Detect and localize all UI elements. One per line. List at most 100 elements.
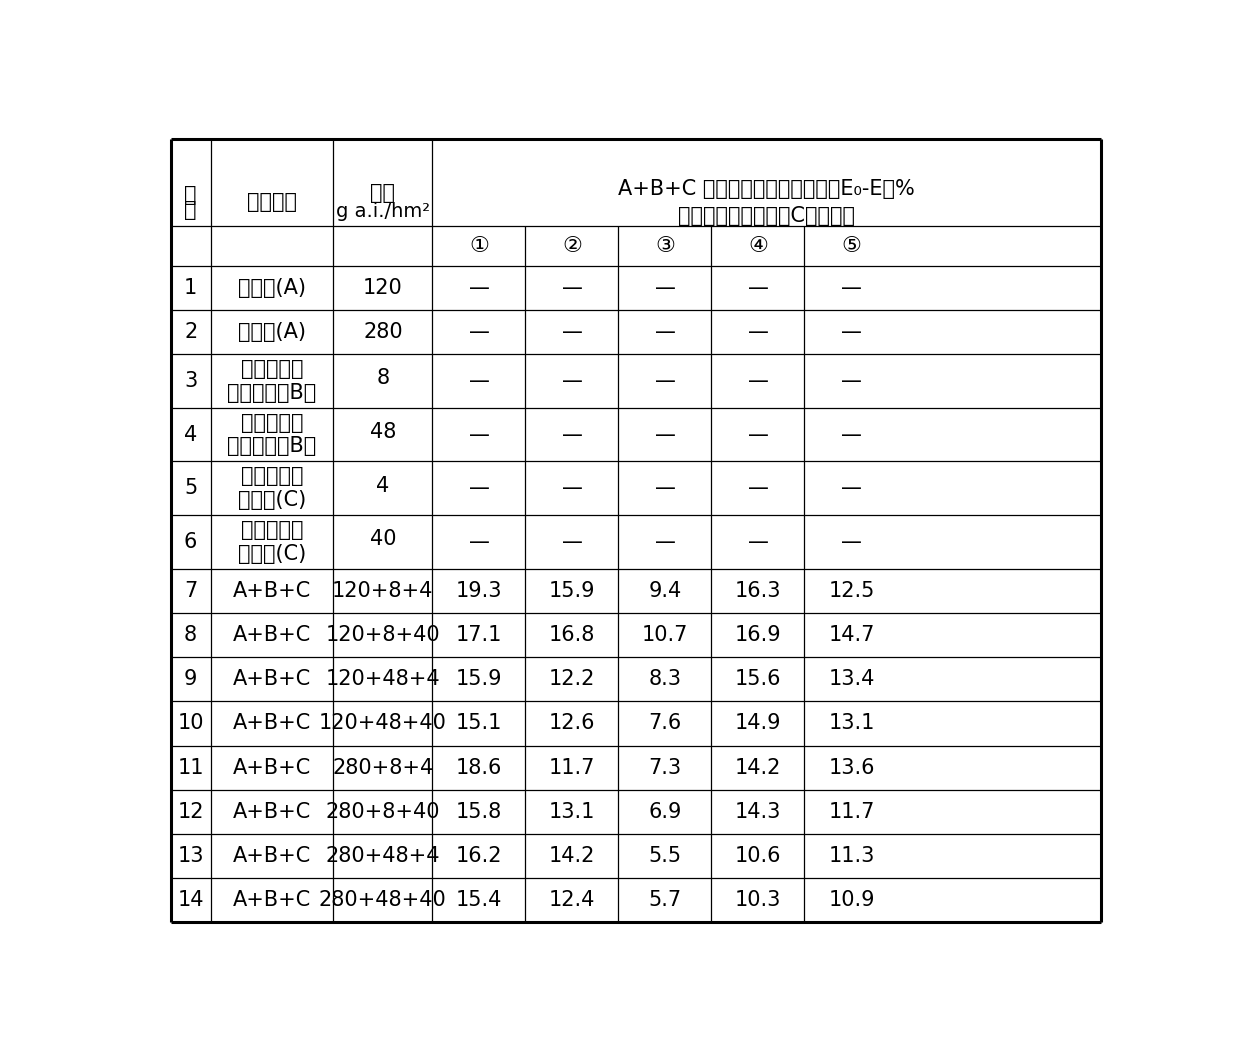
- Text: —: —: [655, 532, 676, 552]
- Text: 1: 1: [184, 278, 197, 298]
- Text: 120+48+40: 120+48+40: [319, 713, 446, 733]
- Text: 10.3: 10.3: [735, 890, 781, 910]
- Text: —: —: [748, 479, 769, 499]
- Text: 120+48+4: 120+48+4: [326, 669, 440, 689]
- Text: 5.5: 5.5: [649, 846, 682, 866]
- Text: 13.6: 13.6: [828, 757, 875, 777]
- Text: 剂量: 剂量: [371, 183, 396, 203]
- Text: 草甘膚(A): 草甘膚(A): [238, 278, 306, 298]
- Text: 14.3: 14.3: [735, 802, 781, 822]
- Text: A+B+C: A+B+C: [233, 757, 311, 777]
- Text: 7.3: 7.3: [649, 757, 682, 777]
- Text: A+B+C: A+B+C: [233, 625, 311, 645]
- Text: A+B+C 混剂处理的存活率差値（E₀-E）%: A+B+C 混剂处理的存活率差値（E₀-E）%: [618, 179, 915, 199]
- Text: —: —: [841, 278, 862, 298]
- Text: 13.1: 13.1: [549, 802, 595, 822]
- Text: 14.9: 14.9: [734, 713, 781, 733]
- Text: 13.4: 13.4: [828, 669, 875, 689]
- Text: —: —: [655, 322, 676, 342]
- Text: 16.9: 16.9: [734, 625, 781, 645]
- Text: g a.i./hm²: g a.i./hm²: [336, 202, 430, 221]
- Text: —: —: [841, 532, 862, 552]
- Text: —: —: [562, 322, 583, 342]
- Text: 12.4: 12.4: [549, 890, 595, 910]
- Text: —: —: [655, 278, 676, 298]
- Text: —: —: [562, 479, 583, 499]
- Text: 17.1: 17.1: [456, 625, 502, 645]
- Text: 16.2: 16.2: [456, 846, 502, 866]
- Text: 6.9: 6.9: [649, 802, 682, 822]
- Text: 10.7: 10.7: [642, 625, 688, 645]
- Text: —: —: [748, 425, 769, 445]
- Text: —: —: [469, 371, 490, 391]
- Text: 280+48+4: 280+48+4: [326, 846, 440, 866]
- Text: ③: ③: [655, 236, 675, 256]
- Text: 11.7: 11.7: [828, 802, 875, 822]
- Text: 120+8+4: 120+8+4: [332, 581, 434, 601]
- Text: —: —: [841, 322, 862, 342]
- Text: —: —: [655, 479, 676, 499]
- Text: 酸异辛酰（B）: 酸异辛酰（B）: [227, 437, 316, 457]
- Text: 10.6: 10.6: [734, 846, 781, 866]
- Text: 16.3: 16.3: [734, 581, 781, 601]
- Text: 16.8: 16.8: [549, 625, 595, 645]
- Text: 280+48+40: 280+48+40: [319, 890, 446, 910]
- Text: 15.9: 15.9: [456, 669, 502, 689]
- Text: —: —: [748, 278, 769, 298]
- Text: 三唢啠酮类: 三唢啠酮类: [241, 520, 304, 540]
- Text: ④: ④: [748, 236, 768, 256]
- Text: —: —: [748, 371, 769, 391]
- Text: 13.1: 13.1: [828, 713, 875, 733]
- Text: 药剂名称: 药剂名称: [247, 193, 298, 213]
- Text: 18.6: 18.6: [456, 757, 502, 777]
- Text: 14.2: 14.2: [549, 846, 595, 866]
- Text: 12.5: 12.5: [828, 581, 875, 601]
- Text: —: —: [841, 425, 862, 445]
- Text: 10: 10: [177, 713, 203, 733]
- Text: —: —: [655, 425, 676, 445]
- Text: A+B+C: A+B+C: [233, 846, 311, 866]
- Text: 5.7: 5.7: [649, 890, 682, 910]
- Text: —: —: [841, 371, 862, 391]
- Text: 3: 3: [184, 371, 197, 391]
- Text: 氯氟吠氧乙: 氯氟吠氧乙: [241, 412, 304, 432]
- Text: ⑤: ⑤: [842, 236, 862, 256]
- Text: A+B+C: A+B+C: [233, 581, 311, 601]
- Text: 5: 5: [184, 479, 197, 499]
- Text: 19.3: 19.3: [456, 581, 502, 601]
- Text: 12.2: 12.2: [549, 669, 595, 689]
- Text: 8: 8: [376, 368, 389, 388]
- Text: 14: 14: [177, 890, 203, 910]
- Text: —: —: [469, 322, 490, 342]
- Text: 9: 9: [184, 669, 197, 689]
- Text: A+B+C: A+B+C: [233, 669, 311, 689]
- Text: —: —: [655, 371, 676, 391]
- Text: 280+8+4: 280+8+4: [332, 757, 434, 777]
- Text: 氯氟吠氧乙: 氯氟吠氧乙: [241, 359, 304, 379]
- Text: 15.4: 15.4: [456, 890, 502, 910]
- Text: 280+8+40: 280+8+40: [326, 802, 440, 822]
- Text: 草甘膚(A): 草甘膚(A): [238, 322, 306, 342]
- Text: 15.9: 15.9: [549, 581, 595, 601]
- Text: 12: 12: [177, 802, 203, 822]
- Text: 12.6: 12.6: [549, 713, 595, 733]
- Text: 序: 序: [185, 185, 197, 205]
- Text: 6: 6: [184, 532, 197, 552]
- Text: —: —: [562, 278, 583, 298]
- Text: 13: 13: [177, 846, 203, 866]
- Text: 10.9: 10.9: [828, 890, 875, 910]
- Text: 14.7: 14.7: [828, 625, 875, 645]
- Text: —: —: [469, 425, 490, 445]
- Text: 15.6: 15.6: [734, 669, 781, 689]
- Text: 40: 40: [370, 529, 396, 549]
- Text: —: —: [748, 322, 769, 342]
- Text: 48: 48: [370, 422, 396, 442]
- Text: 2: 2: [184, 322, 197, 342]
- Text: 号: 号: [185, 200, 197, 220]
- Text: 11.7: 11.7: [549, 757, 595, 777]
- Text: 除草剂(C): 除草剂(C): [238, 544, 306, 564]
- Text: —: —: [469, 278, 490, 298]
- Text: ②: ②: [562, 236, 582, 256]
- Text: A+B+C: A+B+C: [233, 802, 311, 822]
- Text: 280: 280: [363, 322, 403, 342]
